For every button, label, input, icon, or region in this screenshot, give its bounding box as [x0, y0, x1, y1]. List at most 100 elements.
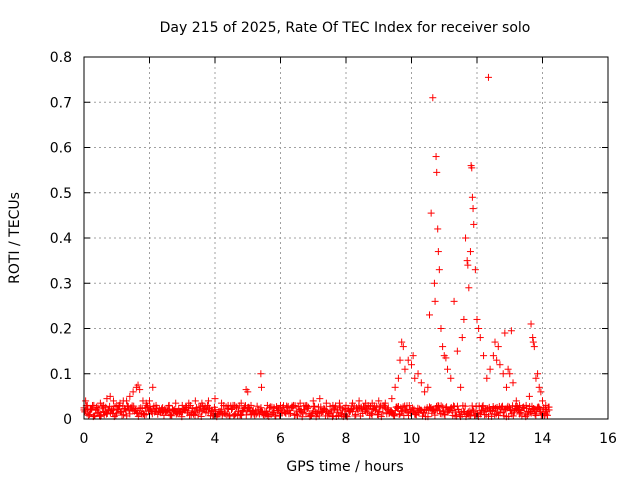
roti-marker [399, 343, 407, 351]
roti-marker [539, 397, 546, 405]
roti-marker [237, 399, 245, 407]
roti-marker [460, 407, 468, 415]
roti-marker [87, 406, 95, 414]
roti-marker [317, 403, 325, 411]
roti-marker [263, 401, 271, 409]
roti-marker [462, 234, 470, 242]
x-tick-label: 8 [342, 431, 351, 447]
roti-marker [542, 410, 550, 418]
roti-baseline-markers [80, 401, 553, 421]
roti-marker [529, 334, 537, 342]
roti-marker [506, 370, 514, 378]
roti-marker [211, 406, 219, 414]
roti-marker [408, 361, 415, 369]
roti-marker [149, 383, 157, 391]
roti-marker [489, 352, 497, 360]
roti-marker [90, 401, 98, 409]
roti-marker [218, 399, 226, 407]
roti-marker [532, 374, 540, 382]
roti-marker [431, 411, 439, 419]
x-tick-label: 0 [80, 431, 89, 447]
roti-marker [352, 411, 360, 419]
roti-marker [543, 411, 551, 419]
roti-marker [437, 325, 445, 332]
roti-marker [211, 395, 219, 403]
roti-marker [126, 410, 134, 418]
roti-marker [485, 403, 493, 411]
roti-marker [335, 399, 343, 407]
roti-marker [355, 397, 363, 405]
roti-marker [470, 220, 478, 228]
roti-marker [479, 402, 487, 410]
roti-marker [394, 374, 402, 382]
roti-marker [475, 325, 483, 332]
roti-marker [316, 395, 324, 403]
roti-marker [243, 408, 251, 416]
roti-marker [164, 407, 172, 415]
roti-marker [388, 395, 396, 403]
roti-marker [329, 401, 337, 409]
y-tick-label: 0.1 [50, 367, 72, 383]
roti-marker [476, 334, 484, 342]
roti-marker [465, 284, 473, 292]
roti-marker [82, 397, 90, 405]
roti-marker [468, 164, 476, 172]
roti-marker [309, 397, 317, 405]
roti-marker [168, 412, 176, 420]
roti-marker [85, 410, 93, 418]
roti-marker [411, 374, 419, 382]
roti-marker [217, 405, 225, 413]
roti-marker [297, 407, 305, 415]
roti-marker [277, 401, 284, 409]
roti-marker [509, 402, 517, 410]
roti-marker [130, 402, 138, 410]
roti-marker [501, 329, 509, 337]
roti-marker [307, 411, 315, 419]
roti-marker [311, 402, 319, 410]
roti-marker [426, 311, 434, 319]
roti-marker [496, 361, 504, 369]
roti-marker [446, 405, 454, 413]
roti-marker [381, 399, 389, 407]
roti-marker [303, 401, 311, 409]
roti-marker [391, 383, 399, 391]
roti-marker [106, 392, 114, 400]
roti-marker [185, 399, 193, 407]
roti-marker [471, 266, 479, 274]
roti-marker [198, 399, 206, 407]
roti-marker [466, 248, 474, 256]
roti-marker [134, 381, 142, 389]
y-tick-label: 0.3 [50, 276, 72, 292]
roti-marker [409, 352, 417, 360]
roti-marker [367, 410, 375, 418]
roti-marker [472, 402, 480, 410]
roti-marker [440, 410, 448, 418]
roti-marker [458, 334, 466, 342]
roti-marker [375, 407, 383, 415]
y-axis-label: ROTI / TECUs [7, 192, 23, 284]
roti-marker [537, 388, 545, 396]
roti-marker [304, 403, 312, 411]
roti-marker [404, 356, 412, 364]
roti-marker [123, 397, 131, 405]
roti-marker [83, 401, 91, 409]
roti-marker [257, 370, 265, 378]
roti-marker [318, 408, 326, 416]
roti-marker [494, 343, 502, 351]
roti-marker [499, 370, 507, 378]
roti-marker [461, 402, 469, 410]
roti-marker [509, 379, 517, 387]
roti-marker [504, 402, 512, 410]
roti-marker [450, 403, 458, 411]
roti-marker [507, 327, 515, 335]
roti-marker [435, 266, 443, 274]
roti-marker [457, 383, 465, 391]
roti-marker [368, 399, 376, 407]
roti-marker [391, 412, 399, 420]
roti-marker [509, 412, 517, 420]
roti-marker [483, 374, 491, 382]
roti-marker [401, 365, 409, 373]
y-tick-label: 0.7 [50, 95, 72, 111]
roti-marker [194, 411, 202, 419]
